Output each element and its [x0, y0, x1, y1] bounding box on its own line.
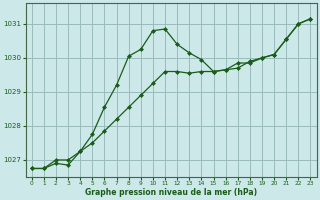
X-axis label: Graphe pression niveau de la mer (hPa): Graphe pression niveau de la mer (hPa): [85, 188, 257, 197]
